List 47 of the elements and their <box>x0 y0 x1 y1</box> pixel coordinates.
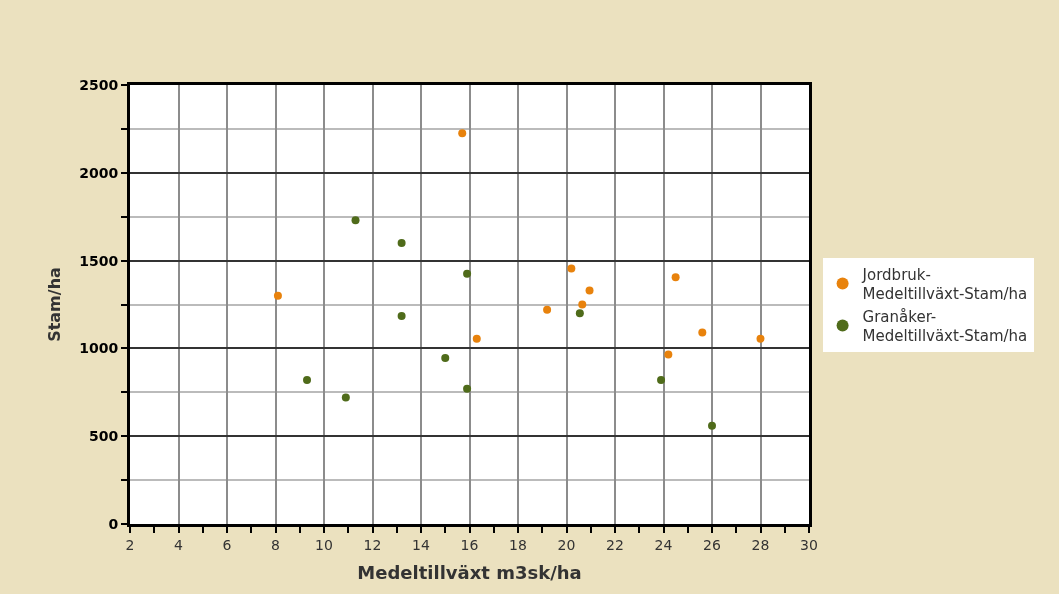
legend-label: Granåker-Medeltillväxt-Stam/ha <box>862 307 1028 346</box>
point <box>463 269 472 278</box>
point <box>708 421 716 430</box>
x-tick-label: 14 <box>412 536 430 553</box>
x-tick-label: 18 <box>509 536 527 553</box>
point <box>657 376 666 385</box>
y-axis-title: Stam/ha <box>45 267 65 342</box>
point <box>543 305 552 314</box>
x-tick-label: 20 <box>557 536 576 553</box>
y-tick-label: 1000 <box>79 340 119 357</box>
x-axis-title: Medeltillväxt m3sk/ha <box>357 561 582 583</box>
x-tick-label: 2 <box>125 536 135 553</box>
point <box>397 311 406 320</box>
y-tick-label: 2500 <box>79 76 119 93</box>
point <box>458 129 467 138</box>
point <box>441 354 450 363</box>
point <box>671 273 680 282</box>
x-tick-label: 30 <box>800 536 818 553</box>
point <box>578 300 587 309</box>
y-tick-label: 0 <box>108 515 119 532</box>
x-tick-label: 10 <box>315 536 333 553</box>
point <box>567 264 576 273</box>
x-tick-label: 28 <box>751 536 770 553</box>
x-tick-label: 12 <box>363 536 382 553</box>
x-tick-label: 6 <box>222 536 232 553</box>
x-tick-label: 24 <box>654 536 673 553</box>
point <box>303 376 312 385</box>
x-tick-label: 4 <box>174 536 184 553</box>
point <box>756 334 765 343</box>
point <box>585 286 594 295</box>
point <box>664 350 673 359</box>
legend-label: Jordbruk-Medeltillväxt-Stam/ha <box>861 265 1028 304</box>
point <box>397 239 406 248</box>
point <box>351 216 360 225</box>
x-tick-label: 8 <box>271 536 280 553</box>
y-tick-label: 1500 <box>79 252 119 269</box>
y-tick-label: 500 <box>88 428 119 445</box>
point <box>341 393 350 402</box>
point <box>463 384 472 393</box>
point <box>698 328 707 337</box>
point <box>575 309 584 318</box>
point <box>273 291 282 300</box>
x-tick-label: 22 <box>606 536 624 553</box>
x-tick-label: 16 <box>460 536 479 553</box>
x-tick-label: 26 <box>703 536 721 553</box>
y-tick-label: 2000 <box>79 164 119 181</box>
point <box>472 334 481 343</box>
